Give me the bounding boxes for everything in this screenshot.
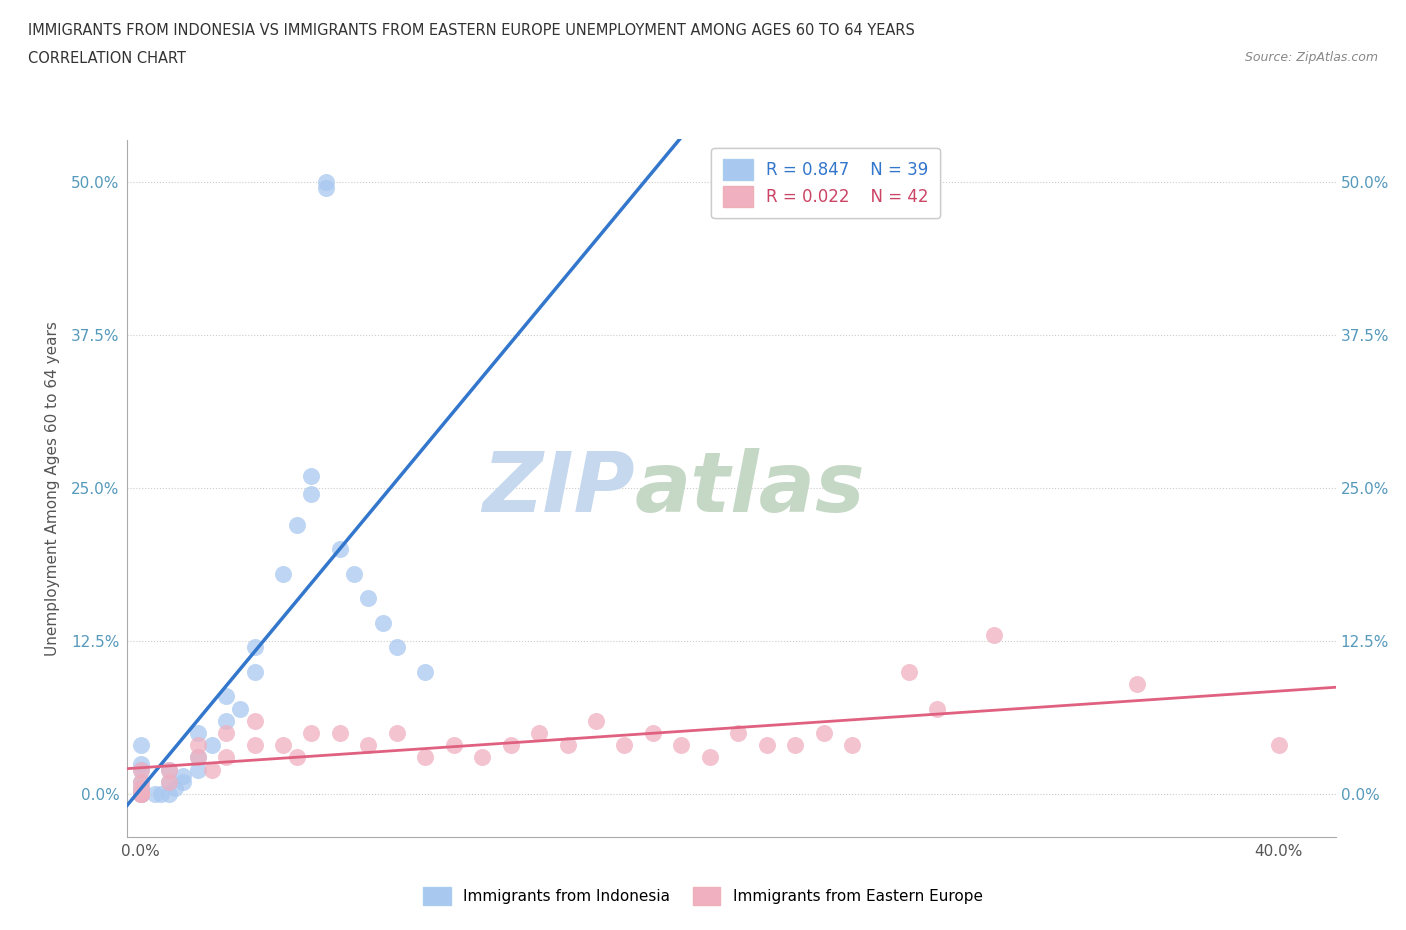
Point xyxy=(329,542,352,557)
Point xyxy=(129,787,152,802)
Point xyxy=(329,725,352,740)
Point xyxy=(983,628,1005,643)
Point xyxy=(143,787,166,802)
Point xyxy=(641,725,664,740)
Point xyxy=(897,664,920,679)
Point xyxy=(172,775,194,790)
Point xyxy=(129,780,152,795)
Point xyxy=(813,725,835,740)
Point xyxy=(201,763,224,777)
Point xyxy=(163,780,186,795)
Point xyxy=(129,787,152,802)
Point xyxy=(129,737,152,752)
Point xyxy=(157,775,180,790)
Point xyxy=(229,701,252,716)
Point xyxy=(129,787,152,802)
Point xyxy=(443,737,465,752)
Point xyxy=(271,566,294,581)
Point xyxy=(129,787,152,802)
Point xyxy=(215,713,238,728)
Point xyxy=(201,737,224,752)
Point xyxy=(315,175,337,190)
Point xyxy=(727,725,749,740)
Text: IMMIGRANTS FROM INDONESIA VS IMMIGRANTS FROM EASTERN EUROPE UNEMPLOYMENT AMONG A: IMMIGRANTS FROM INDONESIA VS IMMIGRANTS … xyxy=(28,23,915,38)
Point xyxy=(1125,677,1147,692)
Point xyxy=(357,737,380,752)
Point xyxy=(215,725,238,740)
Point xyxy=(187,763,209,777)
Text: Source: ZipAtlas.com: Source: ZipAtlas.com xyxy=(1244,51,1378,64)
Point xyxy=(285,750,308,764)
Point xyxy=(285,517,308,532)
Point xyxy=(527,725,550,740)
Point xyxy=(557,737,579,752)
Point xyxy=(243,664,266,679)
Point xyxy=(129,756,152,771)
Point xyxy=(172,768,194,783)
Point xyxy=(413,664,436,679)
Point xyxy=(149,787,172,802)
Point xyxy=(129,775,152,790)
Point xyxy=(129,775,152,790)
Point xyxy=(357,591,380,605)
Point xyxy=(129,787,152,802)
Point xyxy=(187,737,209,752)
Point xyxy=(755,737,778,752)
Point xyxy=(129,780,152,795)
Point xyxy=(129,787,152,802)
Point xyxy=(613,737,636,752)
Legend: R = 0.847    N = 39, R = 0.022    N = 42: R = 0.847 N = 39, R = 0.022 N = 42 xyxy=(711,148,941,219)
Point xyxy=(187,725,209,740)
Point xyxy=(271,737,294,752)
Point xyxy=(129,787,152,802)
Point xyxy=(371,616,394,631)
Point xyxy=(129,763,152,777)
Point xyxy=(157,763,180,777)
Y-axis label: Unemployment Among Ages 60 to 64 years: Unemployment Among Ages 60 to 64 years xyxy=(45,321,60,656)
Point xyxy=(385,725,408,740)
Point xyxy=(243,737,266,752)
Point xyxy=(413,750,436,764)
Point xyxy=(499,737,522,752)
Point xyxy=(841,737,863,752)
Point xyxy=(927,701,949,716)
Text: CORRELATION CHART: CORRELATION CHART xyxy=(28,51,186,66)
Point xyxy=(671,737,693,752)
Text: atlas: atlas xyxy=(634,447,865,529)
Point xyxy=(315,181,337,196)
Point xyxy=(187,750,209,764)
Point xyxy=(301,469,323,484)
Point xyxy=(187,750,209,764)
Text: ZIP: ZIP xyxy=(482,447,634,529)
Point xyxy=(129,763,152,777)
Point xyxy=(471,750,494,764)
Point xyxy=(215,750,238,764)
Point xyxy=(215,689,238,704)
Legend: Immigrants from Indonesia, Immigrants from Eastern Europe: Immigrants from Indonesia, Immigrants fr… xyxy=(416,879,990,913)
Point xyxy=(699,750,721,764)
Point xyxy=(1268,737,1291,752)
Point xyxy=(243,713,266,728)
Point xyxy=(385,640,408,655)
Point xyxy=(785,737,807,752)
Point xyxy=(157,763,180,777)
Point xyxy=(301,487,323,502)
Point xyxy=(129,787,152,802)
Point xyxy=(585,713,607,728)
Point xyxy=(243,640,266,655)
Point xyxy=(157,775,180,790)
Point xyxy=(343,566,366,581)
Point xyxy=(301,725,323,740)
Point xyxy=(157,787,180,802)
